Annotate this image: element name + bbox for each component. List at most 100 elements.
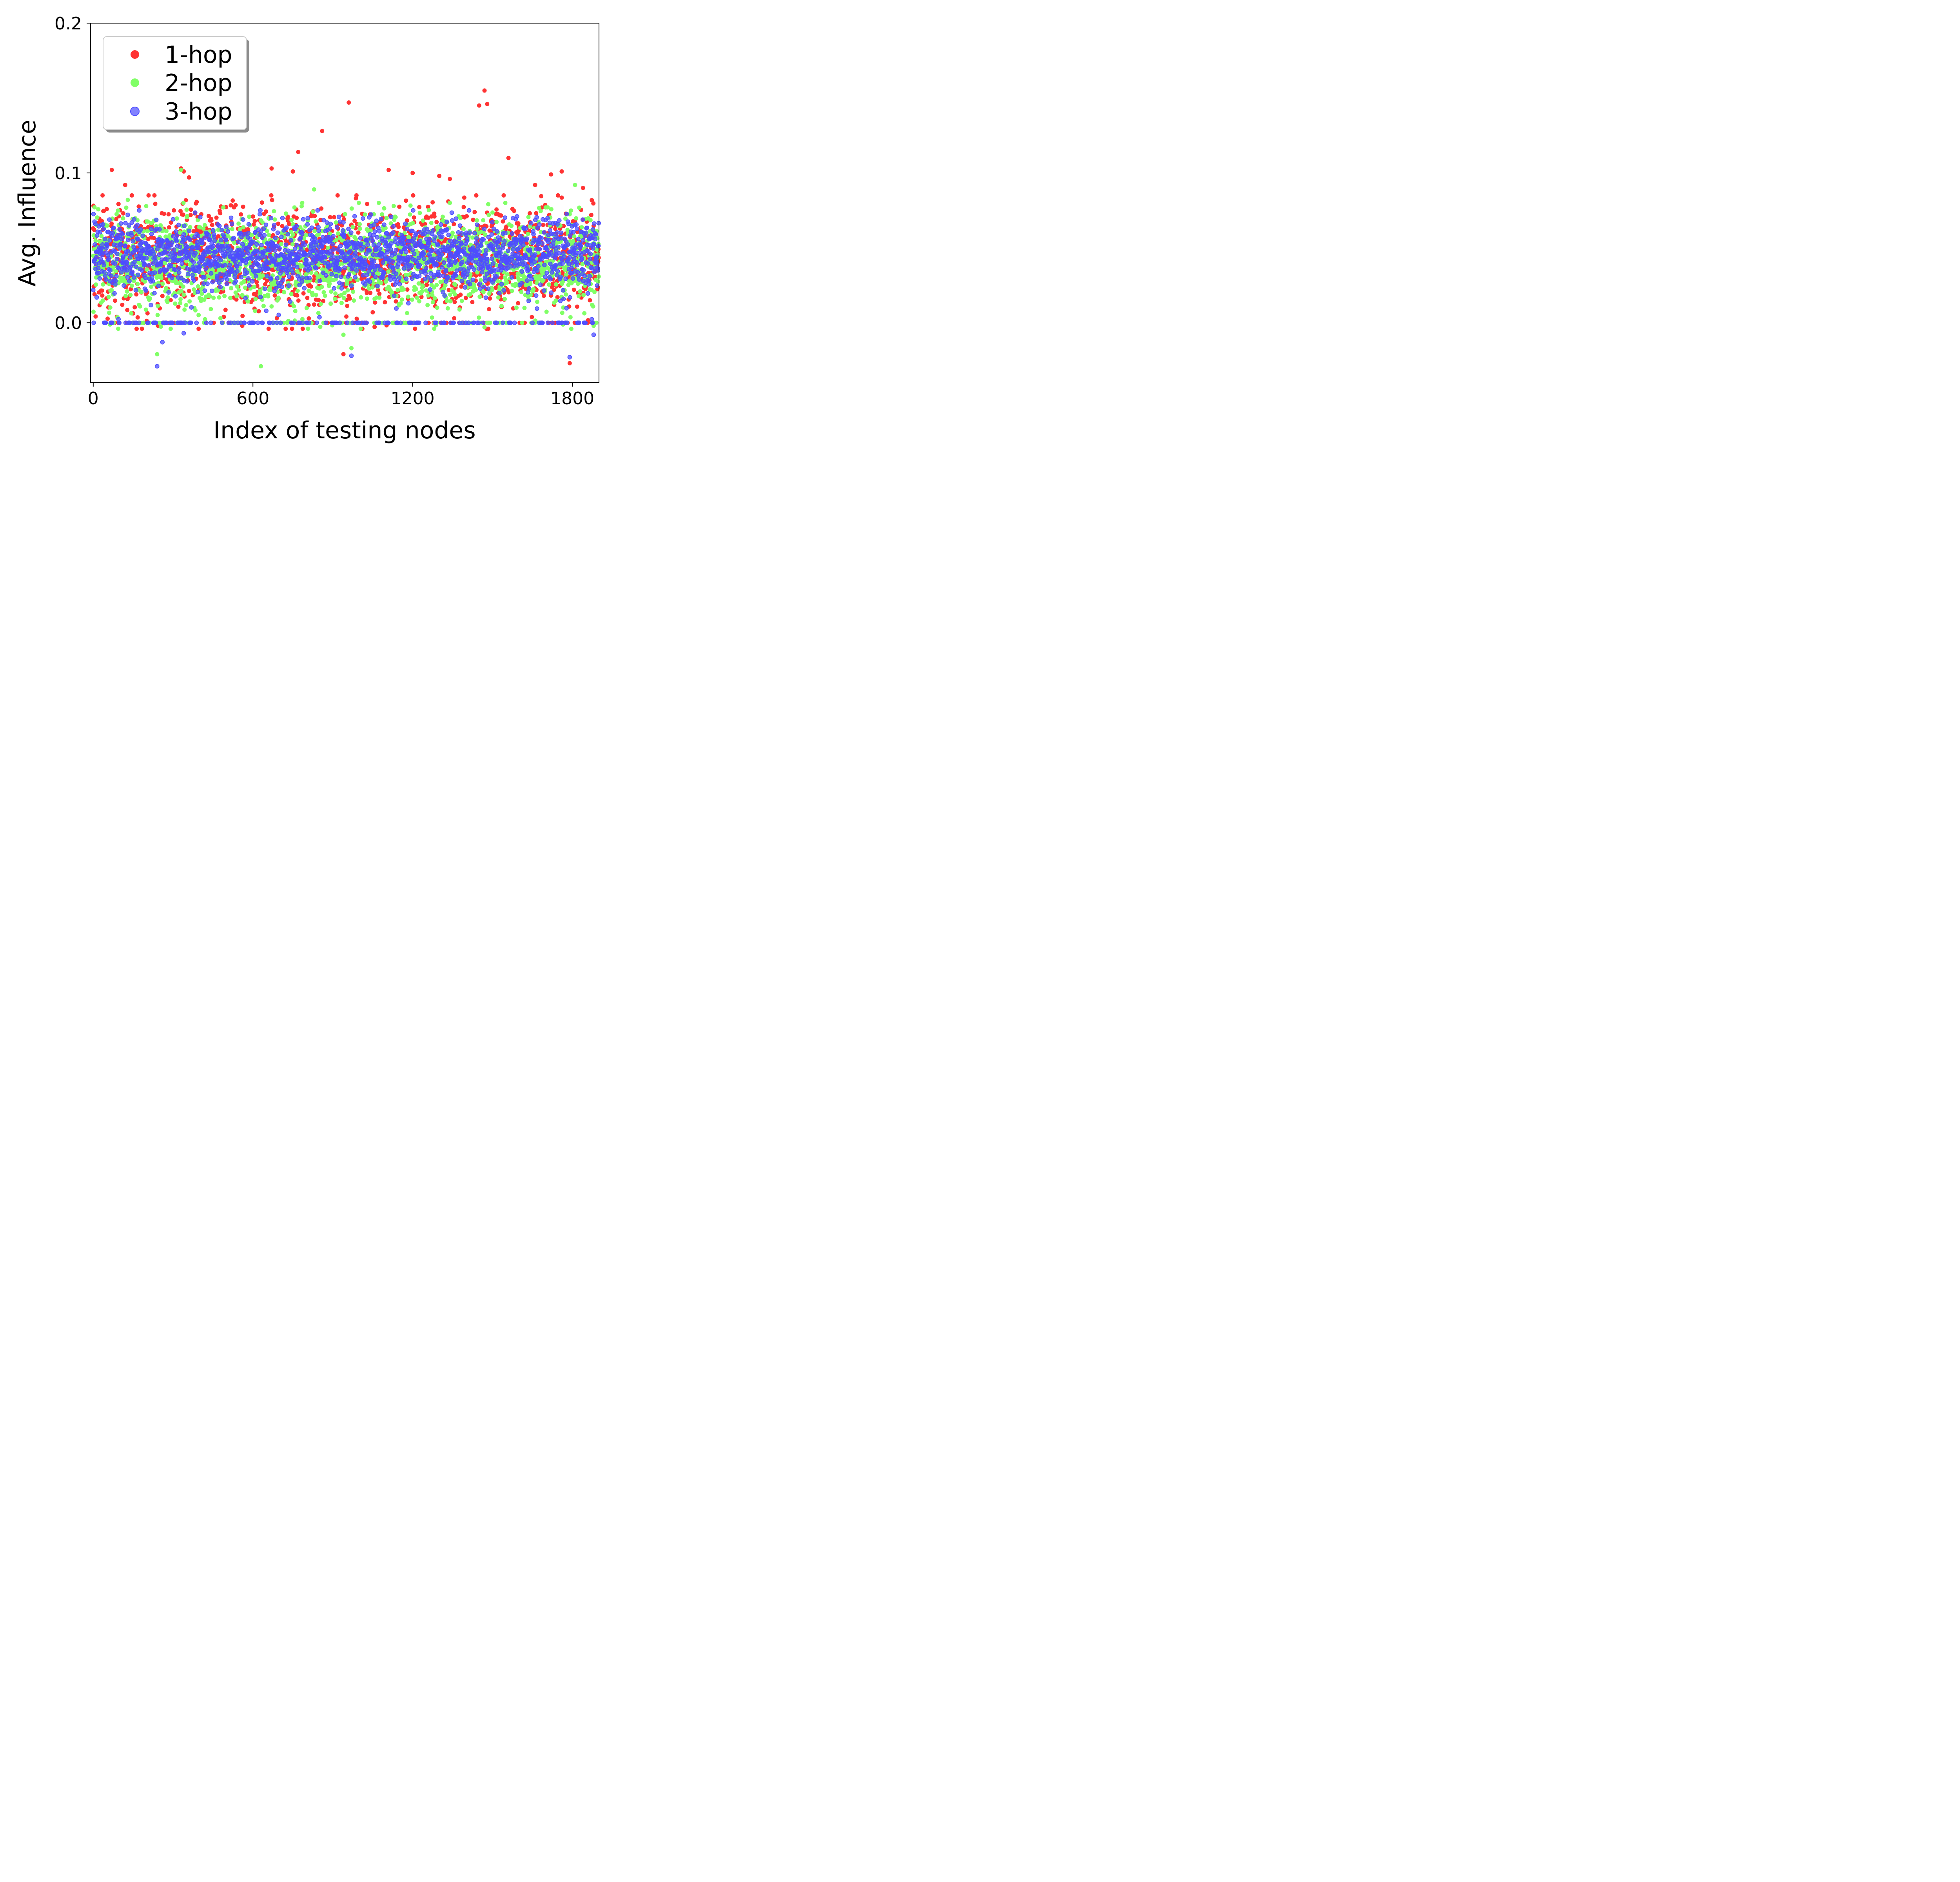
point-3-hop: [340, 228, 345, 233]
point-2-hop: [187, 299, 192, 304]
point-2-hop: [572, 234, 577, 239]
point-2-hop: [573, 183, 577, 187]
point-2-hop: [260, 273, 265, 278]
point-3-hop: [123, 221, 128, 225]
point-3-hop: [342, 265, 347, 270]
point-3-hop: [307, 262, 311, 266]
point-2-hop: [91, 309, 96, 314]
point-3-hop: [191, 278, 196, 283]
point-1-hop: [162, 211, 166, 216]
point-2-hop: [481, 218, 486, 223]
point-1-hop: [167, 225, 171, 230]
point-1-hop: [413, 327, 417, 331]
point-3-hop: [336, 247, 341, 252]
point-2-hop: [289, 218, 294, 222]
point-3-hop: [361, 273, 366, 278]
point-3-hop: [206, 233, 211, 238]
point-1-hop: [129, 193, 134, 198]
point-3-hop: [122, 283, 126, 288]
point-3-hop: [339, 282, 345, 287]
point-3-hop: [233, 279, 238, 283]
point-3-hop: [189, 320, 193, 325]
point-3-hop: [91, 212, 96, 216]
point-2-hop: [121, 216, 125, 221]
point-3-hop: [370, 271, 376, 276]
point-2-hop: [419, 289, 424, 294]
point-3-hop: [93, 242, 97, 247]
point-2-hop: [143, 307, 148, 312]
point-1-hop: [305, 296, 310, 300]
point-2-hop: [407, 235, 411, 240]
point-3-hop: [210, 280, 215, 285]
point-2-hop: [235, 284, 240, 289]
point-3-hop: [212, 238, 217, 243]
plot-points: [91, 88, 601, 369]
point-2-hop: [299, 204, 304, 209]
point-2-hop: [267, 233, 271, 237]
point-1-hop: [499, 213, 503, 218]
point-3-hop: [359, 242, 363, 246]
point-3-hop: [132, 217, 137, 222]
point-1-hop: [294, 216, 299, 220]
point-3-hop: [309, 225, 314, 230]
point-3-hop: [323, 255, 327, 260]
point-3-hop: [266, 266, 271, 271]
point-2-hop: [481, 290, 486, 294]
point-3-hop: [203, 266, 208, 271]
point-3-hop: [386, 235, 391, 240]
point-2-hop: [159, 276, 164, 280]
point-2-hop: [293, 309, 298, 313]
point-1-hop: [485, 102, 490, 106]
point-3-hop: [261, 227, 266, 231]
point-2-hop: [475, 270, 480, 275]
point-2-hop: [230, 227, 234, 231]
point-3-hop: [108, 268, 113, 272]
point-3-hop: [386, 320, 391, 325]
point-2-hop: [388, 221, 393, 226]
point-1-hop: [541, 223, 545, 227]
point-1-hop: [196, 327, 201, 331]
point-1-hop: [172, 208, 176, 213]
point-1-hop: [373, 300, 377, 305]
point-3-hop: [143, 262, 147, 267]
point-3-hop: [346, 227, 351, 231]
point-2-hop: [477, 315, 481, 320]
point-1-hop: [410, 171, 415, 175]
point-2-hop: [358, 226, 362, 231]
point-2-hop: [474, 218, 479, 223]
point-3-hop: [345, 320, 350, 325]
point-3-hop: [360, 216, 365, 221]
point-2-hop: [448, 299, 453, 303]
point-2-hop: [253, 297, 258, 301]
point-3-hop: [114, 243, 119, 248]
point-2-hop: [470, 235, 475, 240]
point-1-hop: [581, 185, 585, 190]
point-3-hop: [236, 240, 241, 244]
point-2-hop: [151, 265, 156, 270]
point-3-hop: [152, 291, 157, 296]
point-2-hop: [379, 281, 383, 285]
point-3-hop: [376, 242, 381, 247]
point-2-hop: [319, 285, 324, 289]
point-3-hop: [91, 320, 96, 325]
point-3-hop: [279, 284, 284, 289]
point-1-hop: [129, 287, 133, 292]
point-2-hop: [245, 299, 250, 304]
point-3-hop: [350, 320, 355, 325]
point-3-hop: [238, 262, 243, 267]
point-1-hop: [296, 298, 301, 303]
point-3-hop: [258, 294, 263, 300]
point-3-hop: [160, 238, 165, 243]
point-1-hop: [263, 282, 267, 287]
point-3-hop: [331, 234, 336, 239]
point-3-hop: [267, 260, 272, 265]
point-3-hop: [243, 296, 248, 301]
point-2-hop: [114, 212, 119, 216]
point-3-hop: [375, 283, 380, 289]
point-2-hop: [123, 294, 128, 298]
point-2-hop: [228, 296, 232, 300]
point-3-hop: [241, 253, 246, 257]
point-3-hop: [94, 233, 100, 238]
point-3-hop: [363, 282, 368, 287]
point-3-hop: [307, 320, 312, 325]
